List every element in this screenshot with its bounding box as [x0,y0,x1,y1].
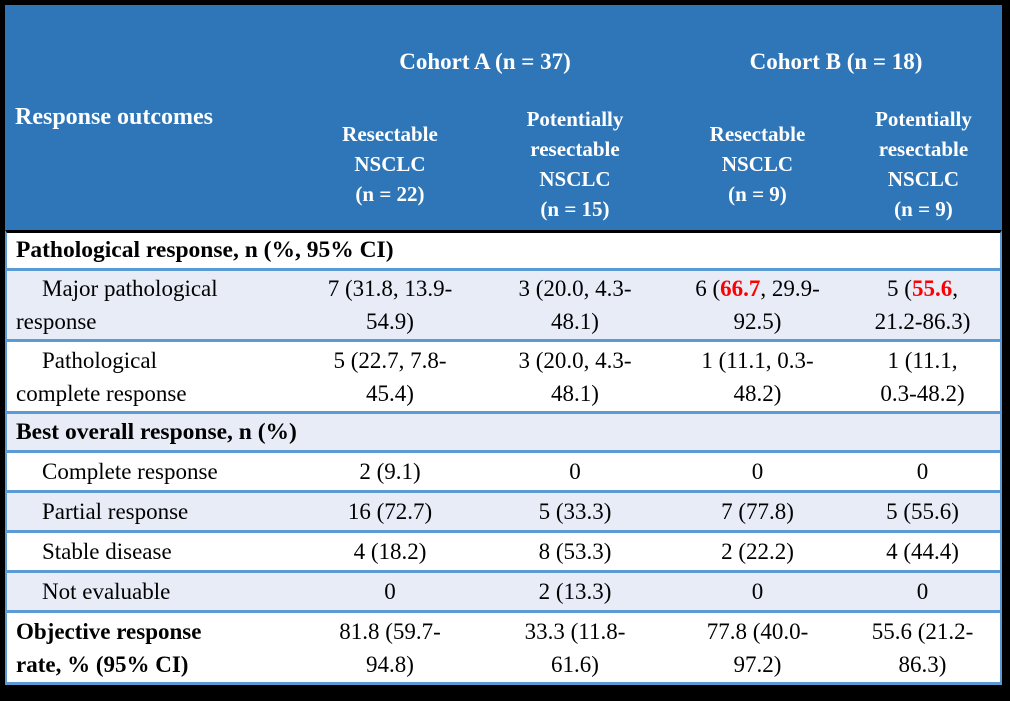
row-label: Pathological complete response [16,347,187,406]
value-cell: 5 (55.6, 21.2-86.3) [874,276,971,334]
value-cell: 77.8 (40.0- 97.2) [706,618,809,677]
value-cell: 4 (18.2) [353,539,427,564]
header-cohort-a: Cohort A (n = 37) [399,49,571,74]
value-cell: 2 (13.3) [538,579,612,604]
section-header-pathological-response: Pathological response, n (%, 95% CI) [7,233,1000,271]
value-cell: 0 [916,579,929,604]
table-row-pathological-complete-response: Pathological complete response 5 (22.7, … [7,342,1000,414]
value-cell: 5 (22.7, 7.8- 45.4) [333,347,447,406]
header-row-label: Response outcomes [5,5,300,230]
header-col-resectable-a: Resectable NSCLC (n = 22) [342,121,438,206]
value-cell: 0 [916,459,929,484]
section-header-best-overall-response: Best overall response, n (%) [7,414,1000,453]
value-cell: 81.8 (59.7- 94.8) [339,618,441,677]
value-cell: 7 (77.8) [721,499,794,524]
highlighted-value: 66.7 [720,276,761,301]
value-cell: 8 (53.3) [538,539,612,564]
value-cell: 0 [384,579,396,604]
value-cell: 2 (9.1) [359,459,421,484]
value-cell: 0 [751,579,764,604]
value-cell: 3 (20.0, 4.3- 48.1) [518,276,632,334]
table-row-complete-response: Complete response 2 (9.1) 0 0 0 [7,453,1000,493]
value-cell: 4 (44.4) [886,539,959,564]
header-col-resectable-b: Resectable NSCLC (n = 9) [709,121,806,206]
row-label: Partial response [42,499,189,524]
value-cell: 1 (11.1, 0.3- 48.2) [701,347,814,406]
value-cell: 6 (66.7, 29.9- 92.5) [695,276,820,334]
value-cell: 7 (31.8, 13.9- 54.9) [327,276,453,334]
table-body: Pathological response, n (%, 95% CI) Maj… [5,230,1002,685]
table-row-not-evaluable: Not evaluable 0 2 (13.3) 0 0 [7,573,1000,613]
value-cell: 16 (72.7) [347,499,433,524]
header-col-potentially-resectable-a: Potentially resectable NSCLC (n = 15) [526,106,624,221]
row-label: Objective response rate, % (95% CI) [16,618,202,677]
highlighted-value: 55.6 [911,276,953,301]
header-col-potentially-resectable-b: Potentially resectable NSCLC (n = 9) [875,106,972,221]
table-row-objective-response-rate: Objective response rate, % (95% CI) 81.8… [7,613,1000,685]
value-cell: 5 (33.3) [538,499,612,524]
value-cell: 55.6 (21.2- 86.3) [871,618,974,677]
results-table: Response outcomes Cohort A (n = 37) Coho… [5,5,1002,685]
value-cell: 3 (20.0, 4.3- 48.1) [518,347,632,406]
row-label: Major pathological response [16,276,218,334]
value-cell: 2 (22.2) [721,539,794,564]
value-cell: 0 [569,459,581,484]
value-cell: 5 (55.6) [886,499,959,524]
value-cell: 1 (11.1, 0.3-48.2) [880,347,965,406]
table-row-partial-response: Partial response 16 (72.7) 5 (33.3) 7 (7… [7,493,1000,533]
value-cell: 0 [751,459,764,484]
row-label: Not evaluable [42,579,171,604]
table-row-stable-disease: Stable disease 4 (18.2) 8 (53.3) 2 (22.2… [7,533,1000,573]
table-header: Response outcomes Cohort A (n = 37) Coho… [5,5,1002,230]
response-outcomes-label: Response outcomes [15,104,213,130]
value-cell: 33.3 (11.8- 61.6) [524,618,626,677]
header-cohort-b: Cohort B (n = 18) [749,49,923,74]
table-row-major-pathological-response: Major pathological response 7 (31.8, 13.… [7,271,1000,342]
row-label: Stable disease [42,539,172,564]
row-label: Complete response [42,459,218,484]
